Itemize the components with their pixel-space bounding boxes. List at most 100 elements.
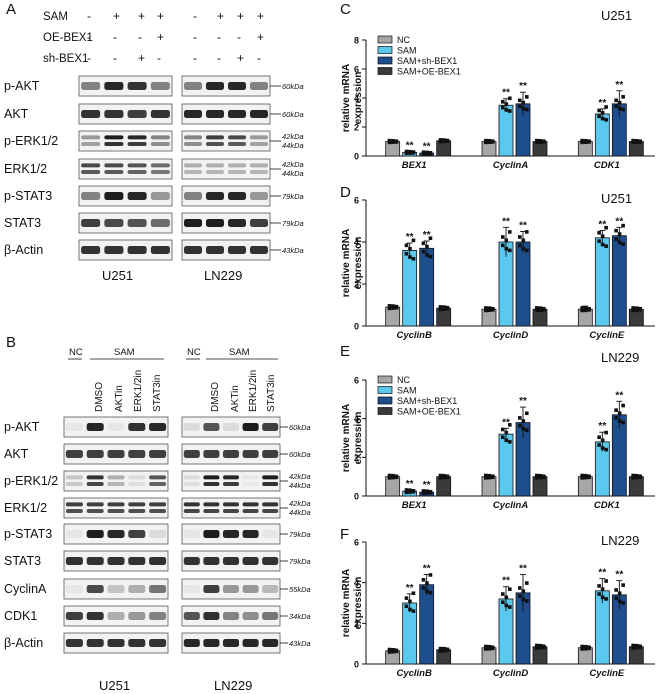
y-tick-label: 4 <box>354 238 359 248</box>
data-point <box>600 438 605 443</box>
data-point <box>428 151 433 155</box>
data-point <box>600 446 605 450</box>
blot-band <box>183 142 203 146</box>
data-point <box>597 584 601 588</box>
blot-band <box>149 585 167 593</box>
data-point <box>421 491 426 496</box>
data-point <box>501 592 505 596</box>
data-point <box>491 474 495 479</box>
data-point <box>621 583 625 587</box>
blot-band <box>183 482 200 486</box>
blot-band <box>81 170 101 174</box>
y-tick-label: 2 <box>354 453 359 463</box>
sign-mark: - <box>87 51 91 65</box>
blot-band <box>86 450 104 458</box>
blot-band <box>183 639 200 647</box>
blot-band <box>183 192 203 200</box>
bar <box>419 584 435 665</box>
data-point <box>583 306 588 310</box>
blot-band <box>107 475 125 480</box>
mw-marker: 60kDa <box>282 110 304 119</box>
data-point <box>387 304 392 308</box>
data-point <box>484 308 488 313</box>
category-label: CyclinD <box>493 330 529 341</box>
blot-strip <box>63 470 169 492</box>
y-axis-label: relative mRNA <box>341 404 352 472</box>
data-point <box>525 581 529 585</box>
data-point <box>538 643 543 648</box>
blot-band <box>104 219 124 227</box>
data-point <box>425 589 429 594</box>
sign-mark: - <box>113 51 117 65</box>
blot-band <box>203 612 220 620</box>
blot-strip <box>181 158 271 180</box>
data-point <box>621 107 625 112</box>
blot-band <box>227 135 247 140</box>
blot-band <box>81 135 101 140</box>
blot-band <box>222 639 240 647</box>
sam-label: SAM <box>229 347 250 358</box>
y-tick-label: 4 <box>354 94 359 104</box>
chart-title: LN229 <box>601 350 639 365</box>
blot-band <box>242 639 259 647</box>
sign-mark: + <box>237 51 244 65</box>
blot-band <box>183 612 200 620</box>
blot-band <box>227 192 247 200</box>
y-axis-label: expression <box>353 577 364 630</box>
nc-label: NC <box>187 347 201 358</box>
blot-band <box>183 163 203 168</box>
data-point <box>621 223 625 228</box>
legend-label: SAM+OE-BEX1 <box>397 67 461 77</box>
treatment-label: sh-BEX1 <box>43 53 88 65</box>
data-point <box>583 140 588 145</box>
data-point <box>484 644 488 649</box>
data-point <box>404 596 409 600</box>
blot-band <box>249 192 269 200</box>
data-point <box>428 573 433 577</box>
data-point <box>504 438 509 443</box>
blot-band <box>127 192 147 200</box>
data-point <box>521 597 526 602</box>
blot-band <box>222 530 240 538</box>
significance-stars: ** <box>598 98 606 109</box>
blot-band <box>242 502 259 507</box>
blot-band <box>128 509 146 513</box>
legend-swatch <box>377 375 393 384</box>
blot-strip <box>181 497 281 519</box>
sign-mark: + <box>157 9 164 23</box>
data-point <box>518 104 522 108</box>
data-point <box>421 150 426 155</box>
y-tick-label: 4 <box>354 414 359 424</box>
blot-band <box>222 482 240 486</box>
data-point <box>504 238 509 243</box>
sign-mark: + <box>138 51 145 65</box>
blot-row-label: β-Actin <box>4 636 43 650</box>
data-point <box>484 476 488 480</box>
data-point <box>391 140 395 145</box>
mw-marker: 60kDa <box>289 423 311 432</box>
blot-strip <box>78 239 173 261</box>
data-point <box>408 151 412 155</box>
data-point <box>583 475 588 480</box>
data-point <box>604 579 608 583</box>
blot-band <box>222 557 240 565</box>
mw-marker: 44kDa <box>282 169 304 178</box>
blot-band <box>183 585 200 593</box>
blot-strip <box>181 470 281 492</box>
y-tick-label: 2 <box>354 123 359 133</box>
data-point <box>501 243 505 248</box>
blot-band <box>65 423 83 431</box>
blot-band <box>65 502 83 507</box>
y-tick-label: 4 <box>354 578 359 588</box>
blot-band <box>183 509 200 513</box>
blot-band <box>205 163 225 168</box>
blot-band <box>127 246 147 254</box>
panel-letter-c: C <box>340 1 351 18</box>
sam-label: SAM <box>114 347 135 358</box>
data-point <box>425 489 429 493</box>
blot-band <box>65 557 83 565</box>
blot-band <box>127 170 147 174</box>
data-point <box>621 420 625 425</box>
data-point <box>604 117 608 122</box>
